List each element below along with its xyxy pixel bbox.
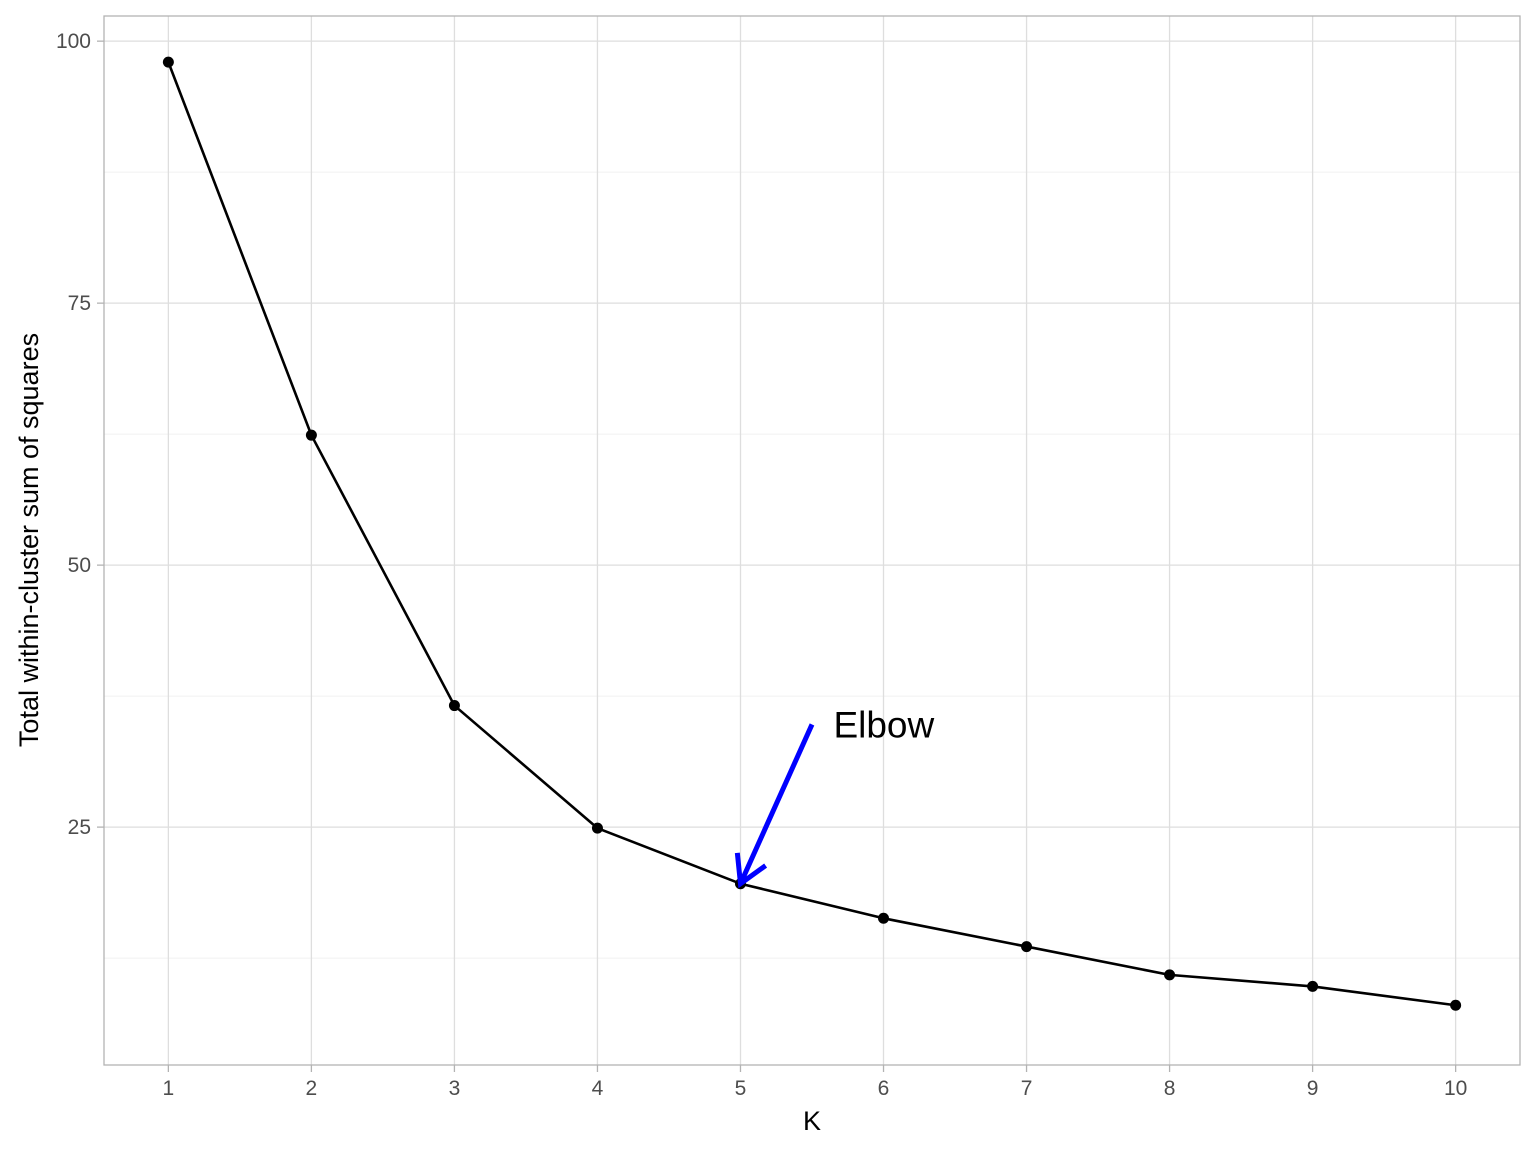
x-tick-label: 7 xyxy=(1021,1077,1033,1100)
elbow-annotation-label: Elbow xyxy=(833,704,934,745)
y-tick-label: 75 xyxy=(68,292,91,315)
x-tick-label: 10 xyxy=(1444,1077,1467,1100)
grid xyxy=(104,16,1520,1065)
y-axis-ticks: 25 50 75 100 xyxy=(56,30,104,839)
x-axis-ticks: 1 2 3 4 5 6 7 8 9 10 xyxy=(163,1065,1467,1100)
plot-panel-border xyxy=(103,15,1521,1066)
series xyxy=(162,56,1462,1011)
data-point xyxy=(1307,980,1319,992)
x-tick-label: 2 xyxy=(306,1077,318,1100)
series-line xyxy=(167,61,1456,1007)
x-tick-label: 1 xyxy=(163,1077,175,1100)
data-point xyxy=(1021,941,1033,953)
x-tick-label: 8 xyxy=(1164,1077,1176,1100)
data-point xyxy=(1450,999,1462,1011)
data-point xyxy=(448,700,460,712)
annotation: Elbow xyxy=(734,704,935,889)
data-point xyxy=(162,56,174,68)
x-tick-label: 9 xyxy=(1307,1077,1319,1100)
x-tick-label: 3 xyxy=(449,1077,461,1100)
y-tick-label: 100 xyxy=(56,30,91,53)
y-tick-label: 25 xyxy=(68,816,91,839)
data-point xyxy=(878,912,890,924)
data-point xyxy=(1164,969,1176,981)
data-point xyxy=(305,429,317,441)
data-point xyxy=(591,822,603,834)
y-axis-title: Total within-cluster sum of squares xyxy=(14,333,44,747)
x-axis-title: K xyxy=(803,1106,821,1136)
elbow-arrow-head xyxy=(734,852,768,889)
x-tick-label: 6 xyxy=(878,1077,890,1100)
elbow-arrow-shaft xyxy=(738,723,815,885)
x-tick-label: 5 xyxy=(735,1077,747,1100)
y-tick-label: 50 xyxy=(68,554,91,577)
x-tick-label: 4 xyxy=(592,1077,604,1100)
